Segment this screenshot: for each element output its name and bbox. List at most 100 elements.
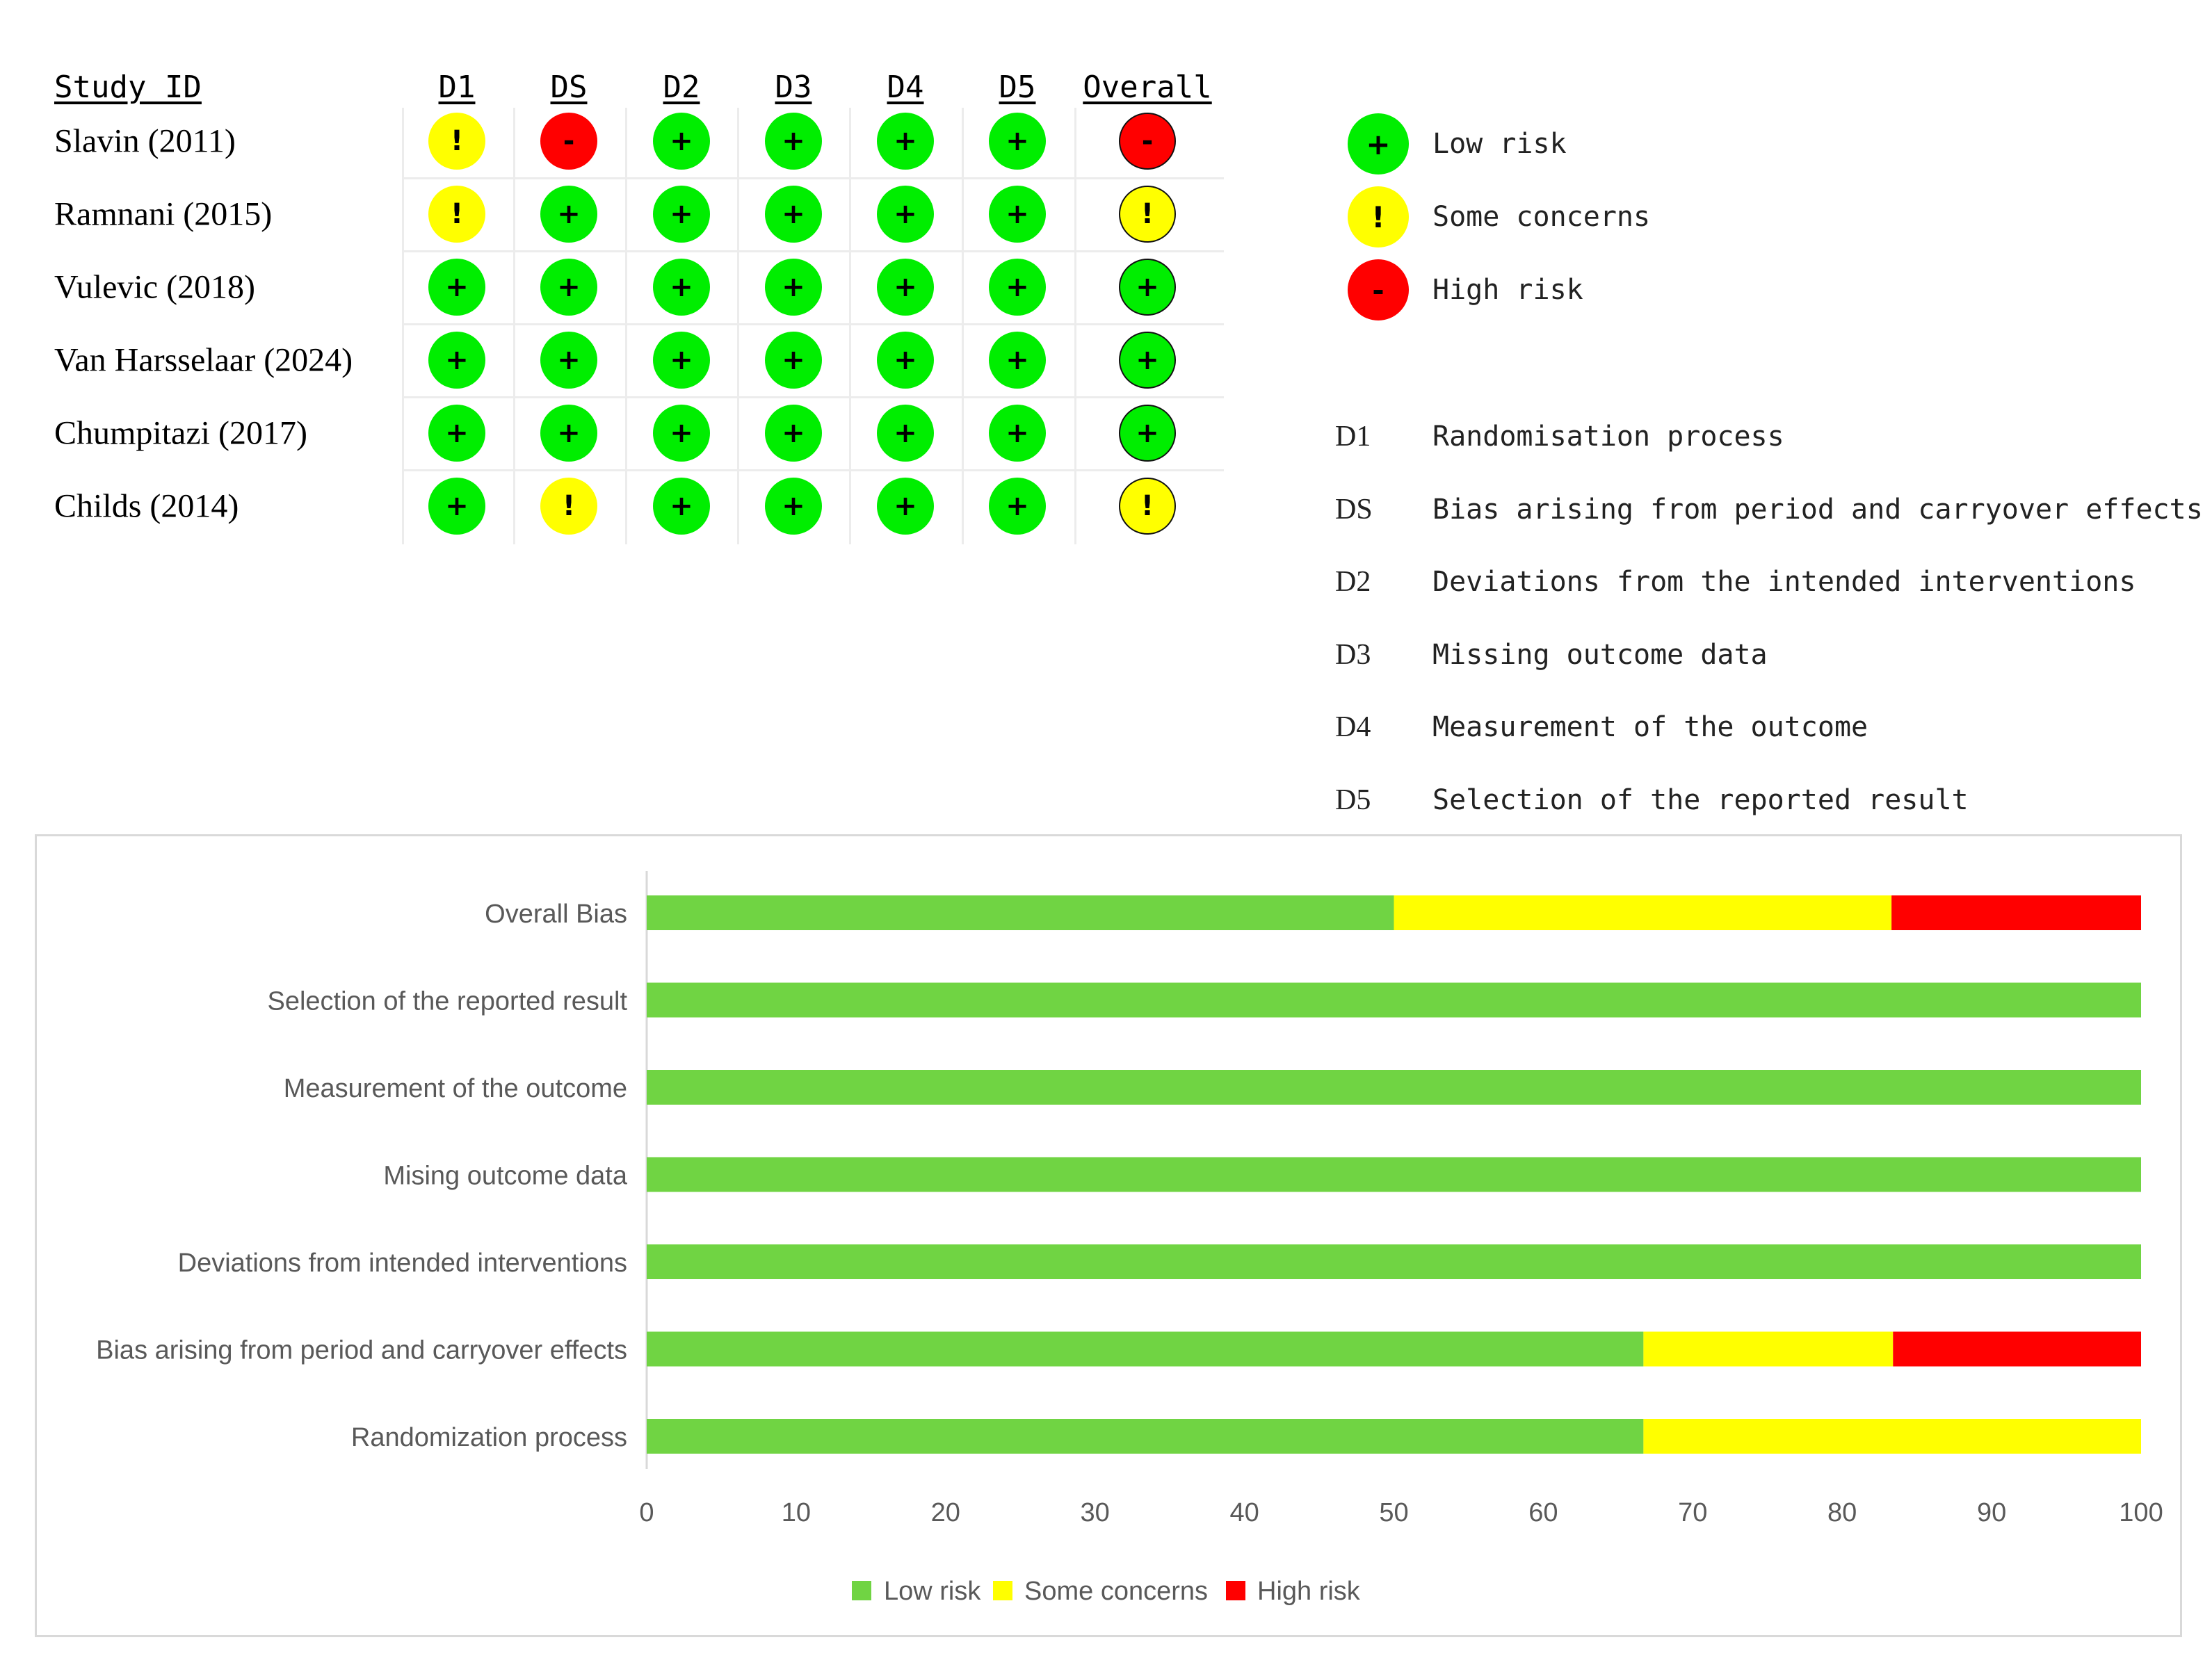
domain-header-d5: D5 (999, 70, 1036, 105)
summary-bar-chart: Overall Bias Selection of the reported re… (35, 834, 2182, 1637)
legend-series-label: High risk (1257, 1577, 1361, 1606)
judgement-some-icon: ! (1119, 478, 1176, 535)
bar-segment-low-risk (647, 895, 1394, 930)
column-divider (625, 108, 627, 544)
legend-label: Some concerns (1432, 201, 1651, 233)
judgement-low-icon: + (765, 478, 822, 535)
legend-swatch (852, 1581, 871, 1600)
bar-segment-low-risk (647, 1157, 2141, 1192)
domain-description: Deviations from the intended interventio… (1432, 566, 2136, 598)
domain-header-d2: D2 (663, 70, 700, 105)
bar-segment-low-risk (647, 1331, 1644, 1367)
column-divider (849, 108, 851, 544)
judgement-low-icon: + (989, 113, 1046, 170)
legend-swatch (1226, 1581, 1245, 1600)
legend-swatch (993, 1581, 1012, 1600)
study-name: Chumpitazi (2017) (54, 414, 307, 452)
category-label: Bias arising from period and carryover e… (96, 1336, 627, 1365)
x-tick-label: 80 (1827, 1498, 1857, 1527)
domain-description: Randomisation process (1432, 421, 1784, 453)
judgement-low-icon: + (877, 186, 934, 243)
domain-header-ds: DS (550, 70, 588, 105)
study-name: Van Harsselaar (2024) (54, 341, 353, 379)
judgement-low-icon: + (877, 478, 934, 535)
judgement-low-icon: + (877, 405, 934, 462)
x-tick-label: 90 (1977, 1498, 2006, 1527)
legend-some-icon: ! (1348, 186, 1409, 247)
legend-label: High risk (1432, 274, 1583, 306)
bar-segment-low-risk (647, 1244, 2141, 1279)
judgement-some-icon: ! (428, 113, 485, 170)
domain-header-overall: Overall (1083, 70, 1212, 105)
bar-segment-some-concerns (1643, 1331, 1894, 1367)
legend-label: Low risk (1432, 128, 1567, 160)
row-divider (403, 250, 1224, 252)
x-tick-label: 40 (1229, 1498, 1259, 1527)
judgement-low-icon: + (989, 405, 1046, 462)
bar-segment-low-risk (647, 1419, 1644, 1454)
domain-code: D5 (1335, 783, 1371, 816)
judgement-low-icon: + (653, 332, 710, 389)
x-tick-label: 50 (1379, 1498, 1408, 1527)
judgement-low-icon: + (540, 259, 597, 316)
domain-description: Bias arising from period and carryover e… (1432, 493, 2203, 526)
judgement-low-icon: + (428, 332, 485, 389)
domain-header-d4: D4 (887, 70, 924, 105)
column-divider (402, 108, 404, 544)
judgement-low-icon: + (877, 113, 934, 170)
bar-chart-svg: Overall Bias Selection of the reported re… (96, 871, 2163, 1606)
judgement-some-icon: ! (428, 186, 485, 243)
judgement-low-icon: + (428, 478, 485, 535)
judgement-some-icon: ! (1119, 186, 1176, 243)
judgement-low-icon: + (765, 259, 822, 316)
domain-code: D4 (1335, 711, 1371, 743)
judgement-low-icon: + (540, 186, 597, 243)
domain-code: D2 (1335, 566, 1371, 598)
domain-description: Measurement of the outcome (1432, 711, 1868, 743)
category-label: Randomization process (351, 1423, 627, 1452)
bar-segment-low-risk (647, 982, 2141, 1018)
row-divider (403, 177, 1224, 179)
study-name: Vulevic (2018) (54, 268, 256, 306)
judgement-low-icon: + (877, 332, 934, 389)
domain-code: D3 (1335, 638, 1371, 671)
row-divider (403, 396, 1224, 398)
x-tick-label: 20 (931, 1498, 960, 1527)
judgement-some-icon: ! (540, 478, 597, 535)
judgement-low-icon: + (989, 332, 1046, 389)
bar-segment-some-concerns (1643, 1419, 2141, 1454)
bar-segment-some-concerns (1394, 895, 1892, 930)
judgement-low-icon: + (653, 186, 710, 243)
judgement-low-icon: + (765, 405, 822, 462)
judgement-high-icon: - (1119, 113, 1176, 170)
judgement-low-icon: + (765, 332, 822, 389)
study-name: Ramnani (2015) (54, 195, 273, 233)
column-divider (737, 108, 739, 544)
judgement-low-icon: + (1119, 405, 1176, 462)
bar-segment-high-risk (1891, 895, 2141, 930)
bar-segment-high-risk (1893, 1331, 2141, 1367)
x-tick-label: 70 (1678, 1498, 1707, 1527)
judgement-low-icon: + (989, 186, 1046, 243)
study-id-header: Study ID (54, 70, 202, 105)
judgement-low-icon: + (653, 259, 710, 316)
x-tick-label: 60 (1528, 1498, 1558, 1527)
judgement-low-icon: + (428, 405, 485, 462)
study-name: Childs (2014) (54, 487, 239, 525)
judgement-low-icon: + (765, 113, 822, 170)
domain-description: Selection of the reported result (1432, 783, 1969, 816)
x-tick-label: 0 (639, 1498, 654, 1527)
legend-series-label: Low risk (884, 1577, 981, 1606)
judgement-high-icon: - (540, 113, 597, 170)
category-label: Selection of the reported result (267, 987, 627, 1016)
row-divider (403, 469, 1224, 471)
judgement-low-icon: + (989, 259, 1046, 316)
study-name: Slavin (2011) (54, 122, 236, 160)
x-tick-label: 10 (782, 1498, 811, 1527)
row-divider (403, 323, 1224, 325)
judgement-low-icon: + (653, 478, 710, 535)
judgement-low-icon: + (989, 478, 1046, 535)
category-label: Overall Bias (485, 900, 627, 929)
domain-header-d1: D1 (438, 70, 476, 105)
judgement-low-icon: + (1119, 259, 1176, 316)
